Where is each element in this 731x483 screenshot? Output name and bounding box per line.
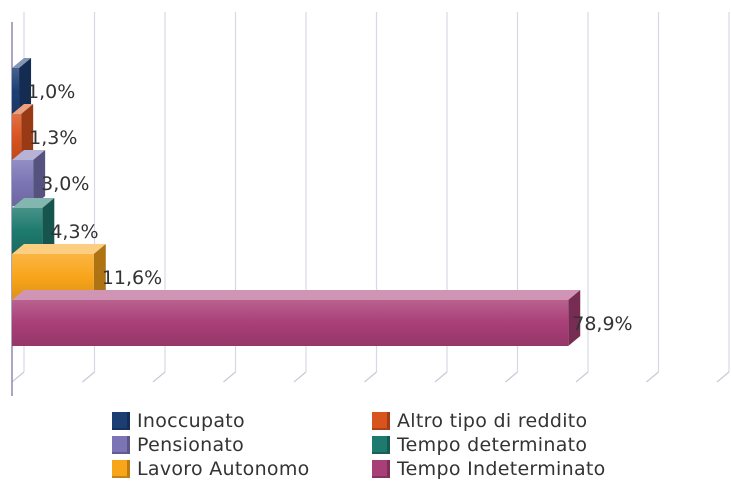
- legend-swatch: [112, 436, 130, 454]
- bar: [12, 68, 20, 114]
- legend-item-tempo-determinato: Tempo determinato: [372, 434, 587, 456]
- data-label: 1,0%: [27, 81, 75, 103]
- grid-line: [716, 371, 730, 383]
- bar: [12, 160, 34, 206]
- data-label: 78,9%: [572, 313, 632, 335]
- grid-line: [152, 371, 166, 383]
- bar-top-face: [12, 150, 46, 160]
- data-label: 4,3%: [50, 221, 98, 243]
- bar-side-face: [21, 104, 34, 160]
- bar-side-face: [19, 58, 32, 114]
- legend-label: Pensionato: [137, 434, 245, 456]
- bar-top-face: [12, 244, 106, 254]
- legend-label: Inoccupato: [137, 410, 245, 432]
- grid-line: [293, 371, 307, 383]
- data-label: 1,3%: [29, 127, 77, 149]
- grid-line: [575, 371, 589, 383]
- grid-line: [11, 371, 25, 383]
- legend-swatch: [112, 412, 130, 430]
- bar-side-face: [568, 290, 581, 346]
- bar-side-face: [33, 150, 46, 206]
- legend-item-lavoro-autonomo: Lavoro Autonomo: [112, 458, 310, 480]
- grid-line: [364, 371, 377, 383]
- data-label: 3,0%: [41, 173, 89, 195]
- bar-top-face: [12, 58, 32, 68]
- legend-item-pensionato: Pensionato: [112, 434, 244, 456]
- bar: [12, 300, 569, 346]
- legend-label: Tempo determinato: [397, 434, 588, 456]
- grid-line: [434, 371, 448, 383]
- bar-top-face: [12, 290, 581, 300]
- legend-swatch: [372, 436, 390, 454]
- bar-top-face: [12, 104, 34, 114]
- legend-swatch: [372, 460, 390, 478]
- bar-top-face: [12, 198, 55, 208]
- legend-item-inoccupato: Inoccupato: [112, 410, 245, 432]
- grid-line: [505, 371, 518, 383]
- data-label: 11,6%: [102, 267, 162, 289]
- legend-label: Tempo Indeterminato: [397, 458, 606, 480]
- legend-swatch: [372, 412, 390, 430]
- grid-line: [223, 371, 236, 383]
- legend-item-tempo-indeterminato: Tempo Indeterminato: [372, 458, 606, 480]
- legend-item-altro-tipo-di-reddito: Altro tipo di reddito: [372, 410, 587, 432]
- legend-swatch: [112, 460, 130, 478]
- grid-line: [646, 371, 659, 383]
- chart-plot-area: 1,0% 1,3% 3,0% 4,3% 11,6% 78,9%: [11, 12, 730, 396]
- legend-label: Lavoro Autonomo: [137, 458, 310, 480]
- bar-side-face: [93, 244, 106, 300]
- legend-label: Altro tipo di reddito: [397, 410, 588, 432]
- grid-line: [82, 371, 95, 383]
- bar: [12, 114, 22, 160]
- bar-side-face: [42, 198, 55, 254]
